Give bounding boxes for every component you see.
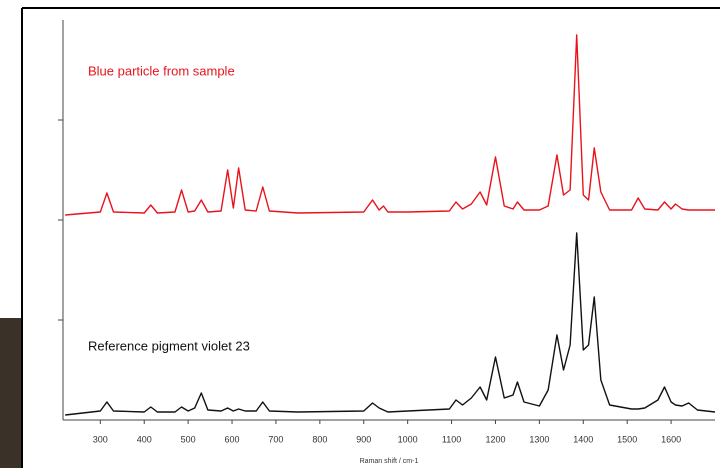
background-photo: [0, 318, 22, 468]
x-tick-label: 1100: [442, 434, 461, 444]
x-tick-label: 500: [181, 434, 196, 444]
x-tick-label: 1600: [661, 434, 681, 444]
spectrum-line: [65, 34, 715, 216]
x-tick-label: 1500: [617, 434, 637, 444]
x-axis-label: Raman shift / cm-1: [360, 458, 419, 465]
x-tick-label: 1000: [398, 434, 418, 444]
x-tick-label: 900: [356, 434, 371, 444]
x-tick-label: 700: [268, 434, 283, 444]
x-tick-label: 600: [225, 434, 240, 444]
x-tick-label: 300: [93, 434, 108, 444]
spectrum-line: [65, 232, 716, 416]
x-tick-label: 800: [312, 434, 327, 444]
panel: [22, 8, 720, 468]
x-tick-label: 1200: [485, 434, 505, 444]
x-tick-label: 1300: [529, 434, 549, 444]
x-tick-label: 400: [137, 434, 152, 444]
x-tick-label: 1400: [573, 434, 593, 444]
annotation: Blue particle from sample: [88, 63, 235, 78]
annotation: Reference pigment violet 23: [88, 338, 250, 353]
